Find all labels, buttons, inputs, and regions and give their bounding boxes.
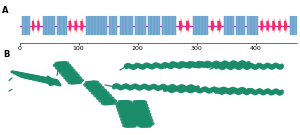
Bar xyxy=(43,16,55,35)
Bar xyxy=(109,16,117,35)
Bar xyxy=(148,16,160,35)
FancyArrow shape xyxy=(186,17,190,34)
Bar xyxy=(290,16,297,35)
FancyArrow shape xyxy=(179,17,183,34)
Bar xyxy=(162,16,176,35)
Bar xyxy=(22,16,30,35)
FancyArrow shape xyxy=(272,17,275,34)
FancyArrow shape xyxy=(74,17,78,34)
Bar xyxy=(57,16,67,35)
FancyArrow shape xyxy=(217,17,221,34)
FancyArrow shape xyxy=(278,17,281,34)
Text: B: B xyxy=(3,50,9,59)
FancyArrow shape xyxy=(32,17,35,34)
Bar xyxy=(135,16,146,35)
Bar xyxy=(86,16,107,35)
FancyArrow shape xyxy=(211,17,214,34)
FancyArrow shape xyxy=(284,17,287,34)
FancyArrow shape xyxy=(266,17,270,34)
FancyArrow shape xyxy=(80,17,84,34)
Bar xyxy=(224,16,234,35)
FancyArrow shape xyxy=(68,17,72,34)
Bar xyxy=(120,16,133,35)
Text: A: A xyxy=(2,6,8,15)
Bar xyxy=(248,16,258,35)
Bar xyxy=(193,16,208,35)
Bar xyxy=(236,16,245,35)
FancyArrow shape xyxy=(37,17,40,34)
FancyArrow shape xyxy=(260,17,264,34)
